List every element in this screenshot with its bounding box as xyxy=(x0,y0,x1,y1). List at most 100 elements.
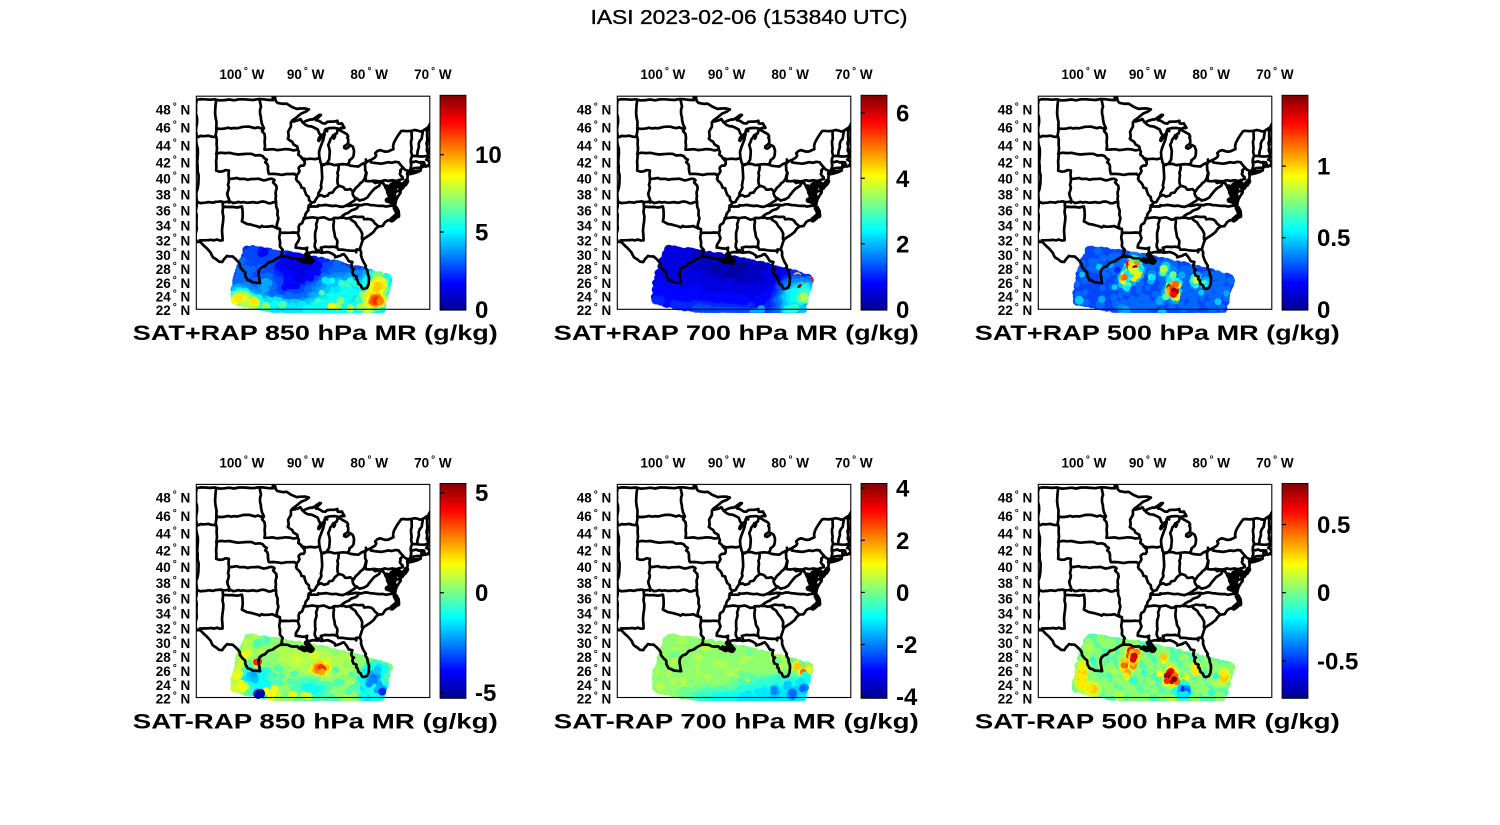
svg-text:28 ° N: 28 ° N xyxy=(998,649,1033,665)
svg-text:1: 1 xyxy=(1317,154,1330,181)
svg-text:34 ° N: 34 ° N xyxy=(156,606,191,622)
svg-text:22 ° N: 22 ° N xyxy=(998,302,1033,318)
svg-text:24 ° N: 24 ° N xyxy=(577,677,612,693)
svg-text:80 ° W: 80 ° W xyxy=(1192,66,1230,82)
svg-text:0: 0 xyxy=(1317,580,1330,607)
svg-text:48 ° N: 48 ° N xyxy=(156,490,191,506)
svg-text:42 ° N: 42 ° N xyxy=(156,154,191,170)
svg-text:80 ° W: 80 ° W xyxy=(1192,454,1230,470)
svg-text:32 ° N: 32 ° N xyxy=(156,621,191,637)
svg-text:100 ° W: 100 ° W xyxy=(640,66,685,82)
svg-text:36 ° N: 36 ° N xyxy=(156,591,191,607)
svg-text:34 ° N: 34 ° N xyxy=(577,606,612,622)
svg-text:36 ° N: 36 ° N xyxy=(998,591,1033,607)
svg-text:26 ° N: 26 ° N xyxy=(998,275,1033,291)
svg-text:SAT+RAP 500 hPa MR (g/kg): SAT+RAP 500 hPa MR (g/kg) xyxy=(975,322,1340,345)
svg-text:22 ° N: 22 ° N xyxy=(577,690,612,706)
svg-text:30 ° N: 30 ° N xyxy=(577,247,612,263)
svg-text:22 ° N: 22 ° N xyxy=(998,690,1033,706)
svg-text:-2: -2 xyxy=(896,632,917,659)
svg-text:22 ° N: 22 ° N xyxy=(156,690,191,706)
svg-text:90 ° W: 90 ° W xyxy=(287,66,325,82)
svg-text:70 ° W: 70 ° W xyxy=(1256,454,1294,470)
svg-text:40 ° N: 40 ° N xyxy=(156,559,191,575)
svg-text:48 ° N: 48 ° N xyxy=(156,101,191,117)
svg-text:90 ° W: 90 ° W xyxy=(708,454,746,470)
svg-text:4: 4 xyxy=(896,476,910,503)
svg-text:100 ° W: 100 ° W xyxy=(219,66,264,82)
svg-text:28 ° N: 28 ° N xyxy=(156,649,191,665)
svg-text:28 ° N: 28 ° N xyxy=(577,261,612,277)
svg-text:48 ° N: 48 ° N xyxy=(998,490,1033,506)
svg-text:36 ° N: 36 ° N xyxy=(998,202,1033,218)
svg-text:40 ° N: 40 ° N xyxy=(156,171,191,187)
svg-text:48 ° N: 48 ° N xyxy=(577,490,612,506)
svg-text:30 ° N: 30 ° N xyxy=(156,247,191,263)
svg-text:-5: -5 xyxy=(475,680,496,707)
svg-text:2: 2 xyxy=(896,231,909,258)
svg-text:22 ° N: 22 ° N xyxy=(156,302,191,318)
svg-text:42 ° N: 42 ° N xyxy=(998,543,1033,559)
svg-text:5: 5 xyxy=(475,480,488,507)
svg-text:34 ° N: 34 ° N xyxy=(577,218,612,234)
svg-text:32 ° N: 32 ° N xyxy=(577,232,612,248)
svg-text:100 ° W: 100 ° W xyxy=(1061,454,1106,470)
svg-text:38 ° N: 38 ° N xyxy=(156,575,191,591)
svg-text:46 ° N: 46 ° N xyxy=(998,120,1033,136)
svg-text:46 ° N: 46 ° N xyxy=(156,508,191,524)
svg-text:34 ° N: 34 ° N xyxy=(998,606,1033,622)
svg-text:26 ° N: 26 ° N xyxy=(156,663,191,679)
svg-text:28 ° N: 28 ° N xyxy=(577,649,612,665)
svg-text:SAT-RAP 700 hPa MR (g/kg): SAT-RAP 700 hPa MR (g/kg) xyxy=(554,710,919,733)
svg-text:SAT-RAP 500 hPa MR (g/kg): SAT-RAP 500 hPa MR (g/kg) xyxy=(975,710,1340,733)
svg-text:40 ° N: 40 ° N xyxy=(998,559,1033,575)
svg-text:38 ° N: 38 ° N xyxy=(156,187,191,203)
svg-text:80 ° W: 80 ° W xyxy=(771,454,809,470)
svg-text:SAT+RAP 850 hPa MR (g/kg): SAT+RAP 850 hPa MR (g/kg) xyxy=(133,322,498,345)
svg-text:46 ° N: 46 ° N xyxy=(577,508,612,524)
svg-text:IASI 2023-02-06 (153840 UTC): IASI 2023-02-06 (153840 UTC) xyxy=(591,7,908,29)
svg-text:100 ° W: 100 ° W xyxy=(640,454,685,470)
svg-text:24 ° N: 24 ° N xyxy=(156,289,191,305)
svg-text:-0.5: -0.5 xyxy=(1317,648,1358,675)
svg-text:26 ° N: 26 ° N xyxy=(577,663,612,679)
svg-text:80 ° W: 80 ° W xyxy=(350,66,388,82)
svg-text:40 ° N: 40 ° N xyxy=(577,171,612,187)
svg-text:70 ° W: 70 ° W xyxy=(835,454,873,470)
svg-text:42 ° N: 42 ° N xyxy=(998,154,1033,170)
svg-text:46 ° N: 46 ° N xyxy=(998,508,1033,524)
svg-text:0: 0 xyxy=(896,297,909,324)
svg-text:26 ° N: 26 ° N xyxy=(998,663,1033,679)
svg-text:38 ° N: 38 ° N xyxy=(577,187,612,203)
svg-text:10: 10 xyxy=(475,142,502,169)
svg-text:40 ° N: 40 ° N xyxy=(998,171,1033,187)
svg-text:-4: -4 xyxy=(896,684,918,711)
svg-text:28 ° N: 28 ° N xyxy=(998,261,1033,277)
svg-text:36 ° N: 36 ° N xyxy=(577,202,612,218)
svg-text:44 ° N: 44 ° N xyxy=(156,526,191,542)
svg-text:32 ° N: 32 ° N xyxy=(998,232,1033,248)
svg-text:46 ° N: 46 ° N xyxy=(577,120,612,136)
svg-text:100 ° W: 100 ° W xyxy=(219,454,264,470)
svg-text:90 ° W: 90 ° W xyxy=(1129,454,1167,470)
svg-text:2: 2 xyxy=(896,528,909,555)
svg-text:70 ° W: 70 ° W xyxy=(835,66,873,82)
svg-text:38 ° N: 38 ° N xyxy=(577,575,612,591)
svg-text:40 ° N: 40 ° N xyxy=(577,559,612,575)
svg-text:36 ° N: 36 ° N xyxy=(577,591,612,607)
svg-text:44 ° N: 44 ° N xyxy=(156,137,191,153)
svg-text:34 ° N: 34 ° N xyxy=(998,218,1033,234)
svg-text:30 ° N: 30 ° N xyxy=(577,635,612,651)
svg-text:44 ° N: 44 ° N xyxy=(998,526,1033,542)
svg-text:38 ° N: 38 ° N xyxy=(998,575,1033,591)
svg-text:32 ° N: 32 ° N xyxy=(156,232,191,248)
svg-text:6: 6 xyxy=(896,100,909,127)
svg-text:4: 4 xyxy=(896,166,910,193)
svg-text:26 ° N: 26 ° N xyxy=(577,275,612,291)
svg-text:24 ° N: 24 ° N xyxy=(577,289,612,305)
svg-text:46 ° N: 46 ° N xyxy=(156,120,191,136)
svg-text:90 ° W: 90 ° W xyxy=(708,66,746,82)
svg-text:44 ° N: 44 ° N xyxy=(998,137,1033,153)
svg-text:24 ° N: 24 ° N xyxy=(156,677,191,693)
svg-text:30 ° N: 30 ° N xyxy=(156,635,191,651)
